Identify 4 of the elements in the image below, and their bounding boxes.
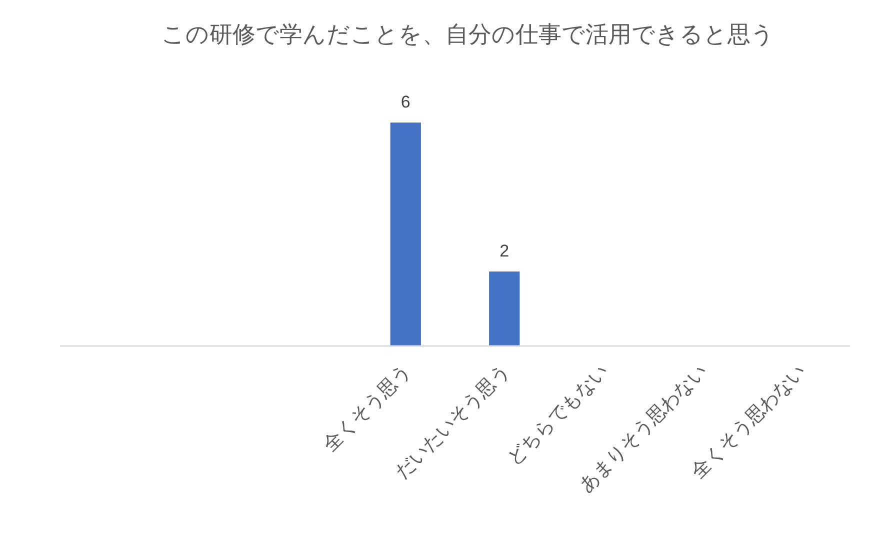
chart-title: この研修で学んだことを、自分の仕事で活用できると思う — [162, 21, 774, 47]
x-tick-label: 全くそう思う — [320, 360, 416, 456]
data-label: 2 — [500, 242, 510, 261]
data-label: 6 — [400, 92, 410, 112]
